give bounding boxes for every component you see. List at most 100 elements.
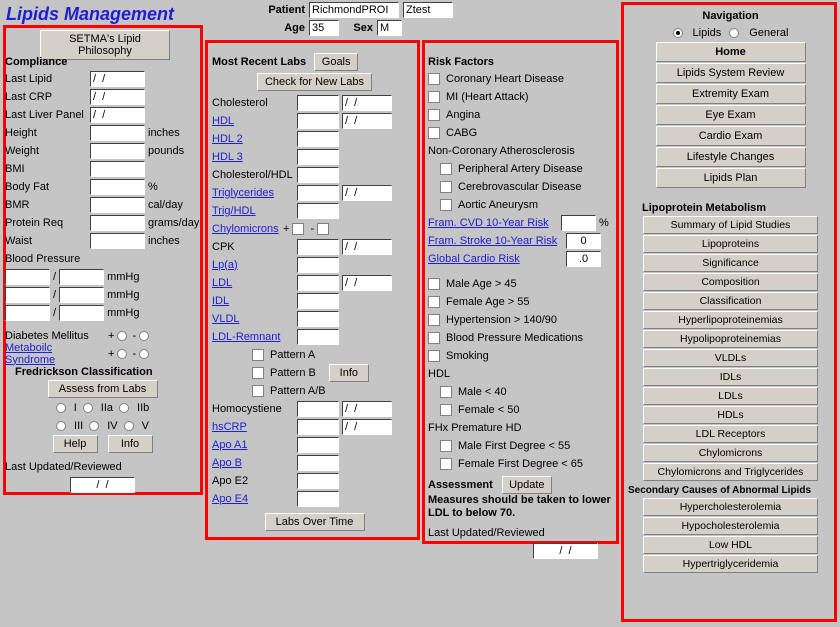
pad-check[interactable] xyxy=(440,163,452,175)
bmi-input[interactable] xyxy=(90,161,145,177)
bp-sys-3[interactable] xyxy=(5,305,50,321)
waist-input[interactable] xyxy=(90,233,145,249)
ms-link[interactable]: Metaboilc Syndrome xyxy=(5,342,105,366)
fram-stroke-input[interactable] xyxy=(566,233,601,249)
bodyfat-input[interactable] xyxy=(90,179,145,195)
trighdl-input[interactable] xyxy=(297,203,339,219)
bmr-input[interactable] xyxy=(90,197,145,213)
assess-from-labs-button[interactable]: Assess from Labs xyxy=(48,380,158,398)
gcr-link[interactable]: Global Cardio Risk xyxy=(428,253,563,265)
labs-over-time-button[interactable]: Labs Over Time xyxy=(265,513,365,531)
vldl-link[interactable]: VLDL xyxy=(212,313,294,325)
apob-input[interactable] xyxy=(297,455,339,471)
chylo-minus-check[interactable] xyxy=(317,223,329,235)
m45-check[interactable] xyxy=(428,278,440,290)
nav-general-radio[interactable] xyxy=(729,28,739,38)
apoa1-link[interactable]: Apo A1 xyxy=(212,439,294,451)
protein-input[interactable] xyxy=(90,215,145,231)
hdl-input[interactable] xyxy=(297,113,339,129)
risk-lur-input[interactable] xyxy=(533,543,598,559)
apob-link[interactable]: Apo B xyxy=(212,457,294,469)
hscrp-input[interactable] xyxy=(297,419,339,435)
last-liver-input[interactable] xyxy=(90,107,145,123)
lipo-button-3[interactable]: Composition xyxy=(643,273,818,291)
nav-eye-button[interactable]: Eye Exam xyxy=(656,105,806,125)
lipo-button-1[interactable]: Lipoproteins xyxy=(643,235,818,253)
lipo-button-13[interactable]: Chylomicrons and Triglycerides xyxy=(643,463,818,481)
fram-cvd-input[interactable] xyxy=(561,215,596,231)
sex-input[interactable] xyxy=(377,20,402,36)
hdl3-link[interactable]: HDL 3 xyxy=(212,151,294,163)
f55-check[interactable] xyxy=(428,296,440,308)
hdl-link[interactable]: HDL xyxy=(212,115,294,127)
pattern-info-button[interactable]: Info xyxy=(329,364,369,382)
bp-dia-1[interactable] xyxy=(59,269,104,285)
lipo-button-12[interactable]: Chylomicrons xyxy=(643,444,818,462)
chd-check[interactable] xyxy=(428,73,440,85)
ldl-date-input[interactable] xyxy=(342,275,392,291)
dm-yes-radio[interactable] xyxy=(117,331,127,341)
age-input[interactable] xyxy=(309,20,339,36)
apoe2-input[interactable] xyxy=(297,473,339,489)
lipo-button-7[interactable]: VLDLs xyxy=(643,349,818,367)
trig-link[interactable]: Triglycerides xyxy=(212,187,294,199)
bp-dia-3[interactable] xyxy=(59,305,104,321)
hscrp-date-input[interactable] xyxy=(342,419,392,435)
smk-check[interactable] xyxy=(428,350,440,362)
lipo-button-4[interactable]: Classification xyxy=(643,292,818,310)
trighdl-link[interactable]: Trig/HDL xyxy=(212,205,294,217)
lipo-button-5[interactable]: Hyperlipoproteinemias xyxy=(643,311,818,329)
chol-input[interactable] xyxy=(297,95,339,111)
secondary-button-0[interactable]: Hypercholesterolemia xyxy=(643,498,818,516)
compliance-lur-input[interactable] xyxy=(70,477,135,493)
check-new-labs-button[interactable]: Check for New Labs xyxy=(257,73,372,91)
hdl2-input[interactable] xyxy=(297,131,339,147)
hdl2-link[interactable]: HDL 2 xyxy=(212,133,294,145)
fred-5-radio[interactable] xyxy=(89,421,99,431)
chylo-link[interactable]: Chylomicrons xyxy=(212,223,280,235)
patient-first-input[interactable] xyxy=(403,2,453,18)
hscrp-link[interactable]: hsCRP xyxy=(212,421,294,433)
update-button[interactable]: Update xyxy=(502,476,552,494)
nav-home-button[interactable]: Home xyxy=(656,42,806,62)
height-input[interactable] xyxy=(90,125,145,141)
fred-1-radio[interactable] xyxy=(56,403,66,413)
idl-input[interactable] xyxy=(297,293,339,309)
trig-input[interactable] xyxy=(297,185,339,201)
fred-4-radio[interactable] xyxy=(56,421,66,431)
apoe4-input[interactable] xyxy=(297,491,339,507)
htn-check[interactable] xyxy=(428,314,440,326)
lpa-link[interactable]: Lp(a) xyxy=(212,259,294,271)
angina-check[interactable] xyxy=(428,109,440,121)
secondary-button-3[interactable]: Hypertriglyceridemia xyxy=(643,555,818,573)
bp-sys-1[interactable] xyxy=(5,269,50,285)
pattern-a-check[interactable] xyxy=(252,349,264,361)
fred-6-radio[interactable] xyxy=(124,421,134,431)
nav-lifestyle-button[interactable]: Lifestyle Changes xyxy=(656,147,806,167)
cpk-input[interactable] xyxy=(297,239,339,255)
fred-info-button[interactable]: Info xyxy=(108,435,153,453)
lipo-button-9[interactable]: LDLs xyxy=(643,387,818,405)
chol-date-input[interactable] xyxy=(342,95,392,111)
m55-check[interactable] xyxy=(440,440,452,452)
bp-sys-2[interactable] xyxy=(5,287,50,303)
lipo-button-8[interactable]: IDLs xyxy=(643,368,818,386)
lipo-button-11[interactable]: LDL Receptors xyxy=(643,425,818,443)
chylo-plus-check[interactable] xyxy=(292,223,304,235)
fram-cvd-link[interactable]: Fram. CVD 10-Year Risk xyxy=(428,217,558,229)
cvd-check[interactable] xyxy=(440,181,452,193)
f50-check[interactable] xyxy=(440,404,452,416)
ldlr-input[interactable] xyxy=(297,329,339,345)
fred-2-radio[interactable] xyxy=(83,403,93,413)
dm-no-radio[interactable] xyxy=(139,331,149,341)
pattern-ab-check[interactable] xyxy=(252,385,264,397)
nav-extremity-button[interactable]: Extremity Exam xyxy=(656,84,806,104)
gcr-input[interactable] xyxy=(566,251,601,267)
lipo-button-2[interactable]: Significance xyxy=(643,254,818,272)
pattern-b-check[interactable] xyxy=(252,367,264,379)
nav-lipids-radio[interactable] xyxy=(673,28,683,38)
f65-check[interactable] xyxy=(440,458,452,470)
apoa1-input[interactable] xyxy=(297,437,339,453)
hdl3-input[interactable] xyxy=(297,149,339,165)
goals-button[interactable]: Goals xyxy=(314,53,358,71)
